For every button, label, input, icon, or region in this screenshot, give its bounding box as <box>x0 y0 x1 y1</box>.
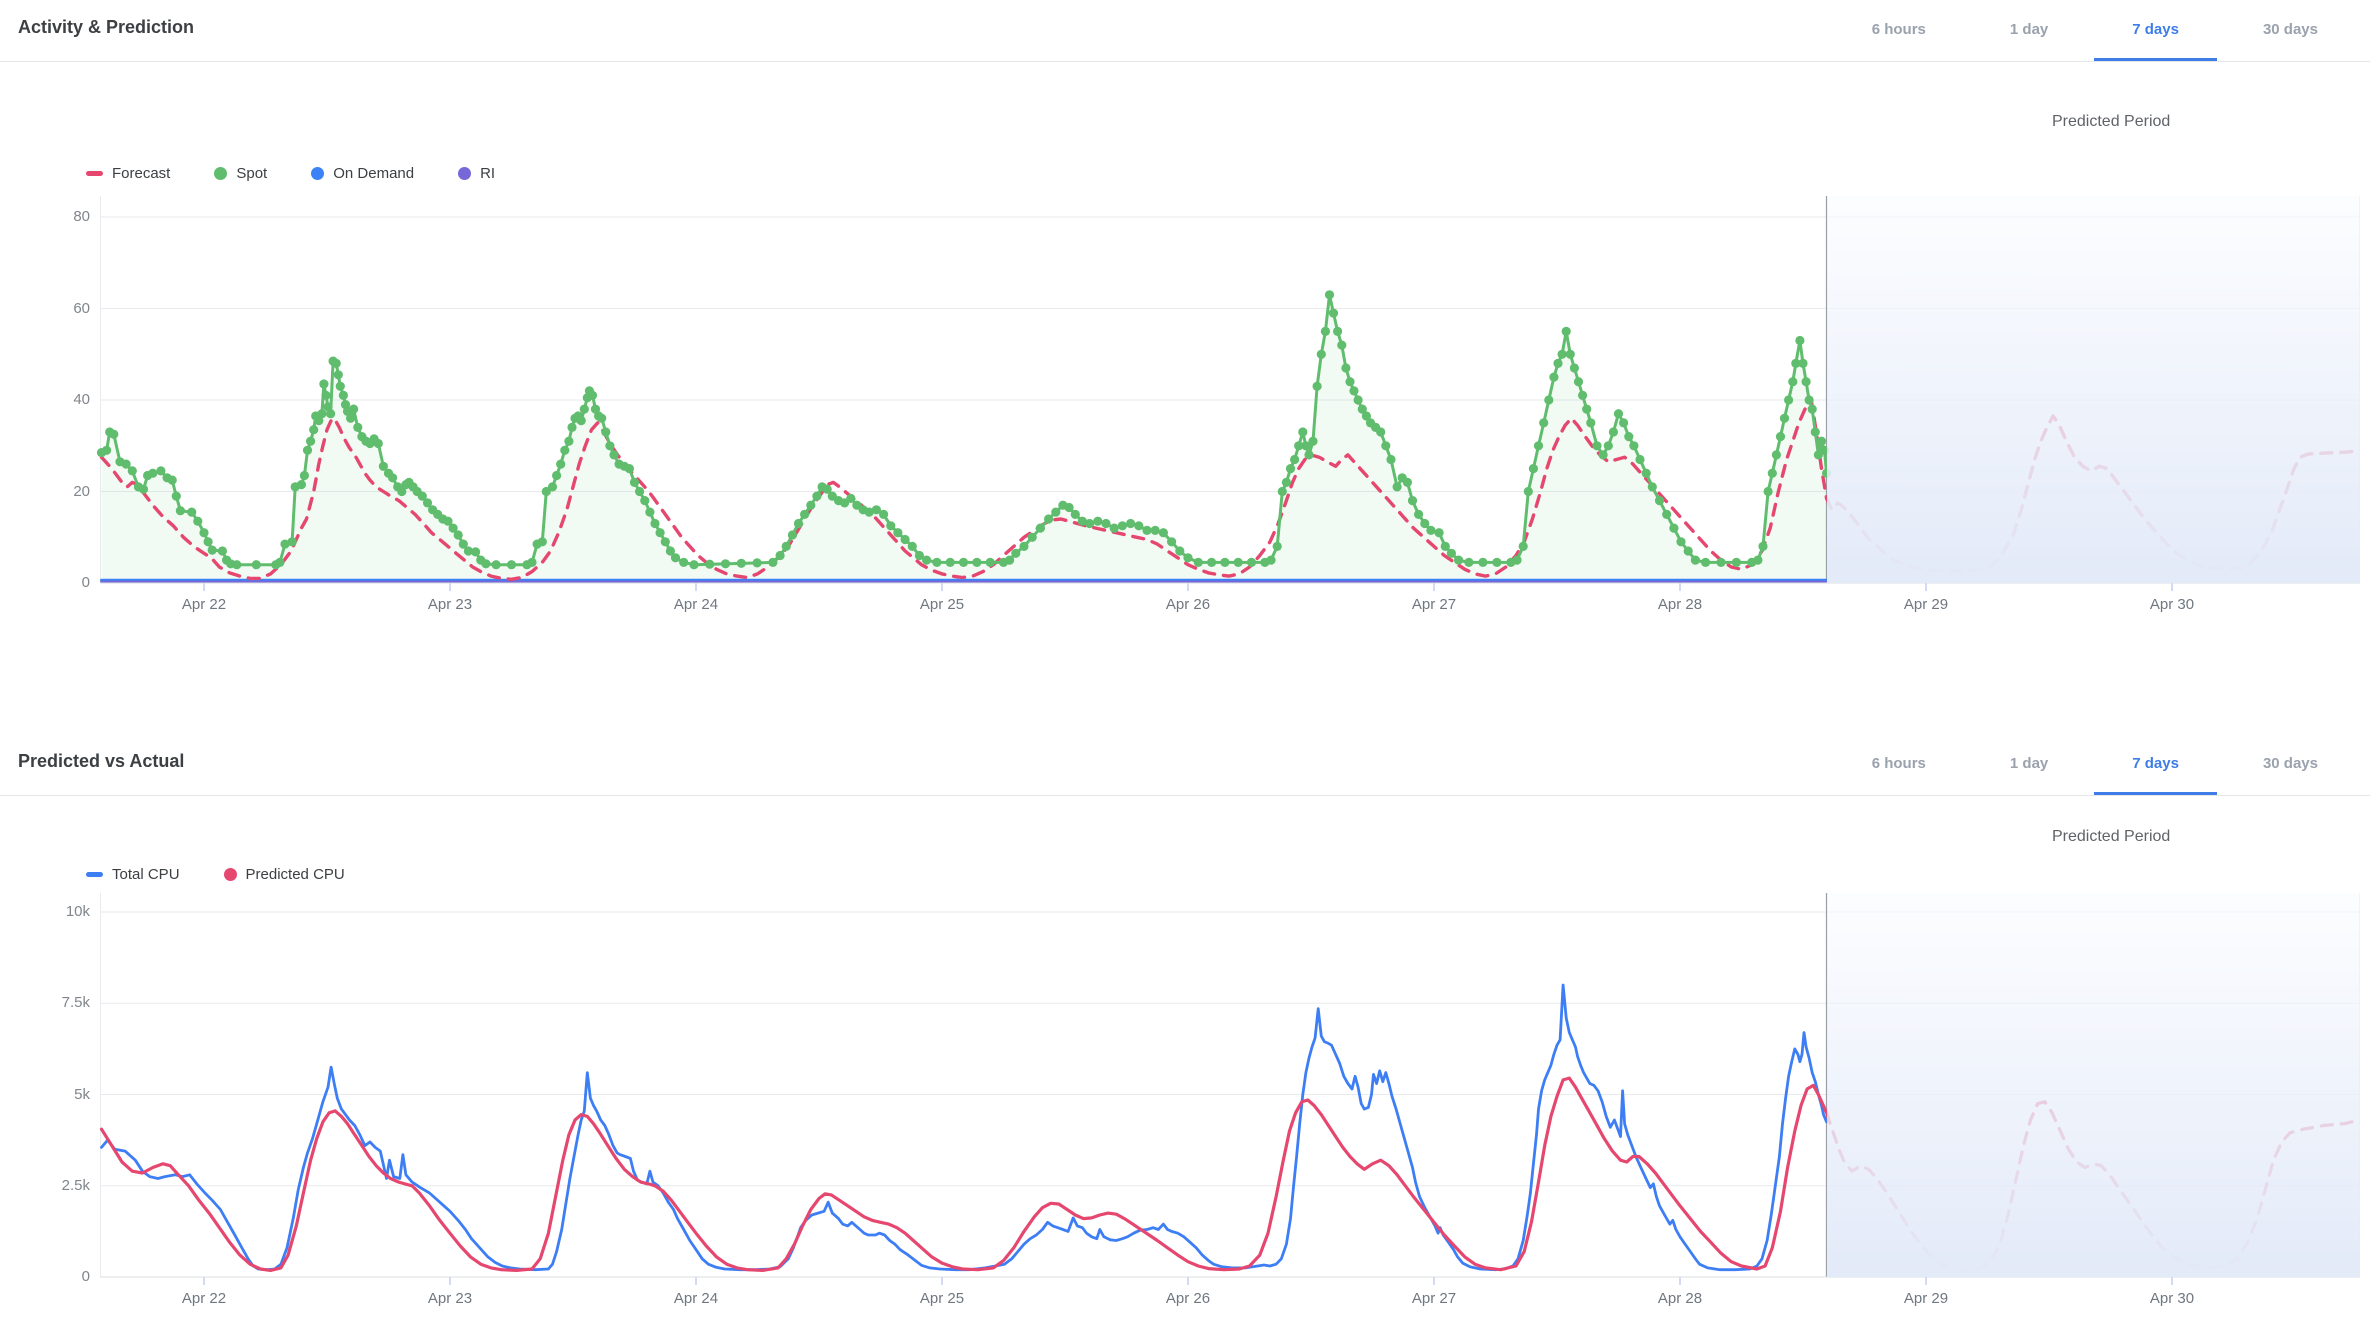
legend-item-total-cpu[interactable]: Total CPU <box>86 866 180 883</box>
tab-6-hours[interactable]: 6 hours <box>1871 20 1926 38</box>
legend-label: On Demand <box>333 165 415 182</box>
legend-label: Total CPU <box>112 866 180 883</box>
predicted-period-region <box>1826 893 2360 1277</box>
y-axis-label: 80 <box>73 208 90 225</box>
tab-30-days[interactable]: 30 days <box>2262 20 2318 38</box>
x-axis-label: Apr 29 <box>1903 1290 1949 1307</box>
tab-1-day[interactable]: 1 day <box>2009 754 2049 772</box>
x-axis-label: Apr 23 <box>427 596 473 613</box>
legend-label: Predicted CPU <box>245 866 345 883</box>
tab-6-hours[interactable]: 6 hours <box>1871 754 1926 772</box>
tab-30-days[interactable]: 30 days <box>2262 754 2318 772</box>
x-axis-label: Apr 25 <box>919 596 965 613</box>
x-axis-label: Apr 24 <box>673 1290 719 1307</box>
x-axis-label: Apr 27 <box>1411 1290 1457 1307</box>
activity-range-tabs: 6 hours 1 day 7 days 30 days <box>1834 0 2356 61</box>
y-axis-label: 20 <box>73 482 90 500</box>
dot-swatch-icon <box>223 868 237 881</box>
dot-swatch-icon <box>458 167 472 180</box>
y-axis-label: 60 <box>73 299 90 317</box>
x-axis-label: Apr 26 <box>1165 596 1211 613</box>
legend-label: Spot <box>236 165 268 182</box>
predicted-cpu-series-line <box>99 1076 1829 1273</box>
predicted-period-region <box>1826 196 2360 583</box>
pva-legend: Total CPU Predicted CPU <box>86 866 389 883</box>
activity-title: Activity & Prediction <box>18 17 195 37</box>
y-axis-label: 5k <box>74 1085 90 1103</box>
activity-predicted-period-label: Predicted Period <box>2052 113 2171 130</box>
legend-item-forecast[interactable]: Forecast <box>86 165 170 182</box>
forecast-series-line <box>99 398 1829 581</box>
legend-item-spot[interactable]: Spot <box>214 165 267 182</box>
pva-predicted-period-label: Predicted Period <box>2052 828 2171 845</box>
spot-series-line <box>100 293 1829 567</box>
tab-7-days[interactable]: 7 days <box>2094 0 2217 61</box>
pva-range-tabs: 6 hours 1 day 7 days 30 days <box>1834 734 2356 795</box>
x-axis-label: Apr 27 <box>1411 596 1457 613</box>
spot-series-markers <box>96 290 1832 570</box>
y-axis-label: 7.5k <box>61 994 90 1012</box>
x-axis-label: Apr 24 <box>673 596 719 613</box>
legend-item-predicted-cpu[interactable]: Predicted CPU <box>223 866 345 883</box>
x-axis-label: Apr 25 <box>919 1290 965 1307</box>
dot-swatch-icon <box>214 167 228 180</box>
x-axis-label: Apr 29 <box>1903 596 1949 613</box>
legend-item-ri[interactable]: RI <box>458 165 495 182</box>
x-axis-label: Apr 30 <box>2149 1290 2195 1307</box>
dash-swatch-icon <box>86 872 103 877</box>
x-axis-label: Apr 22 <box>181 1290 227 1307</box>
x-axis-label: Apr 30 <box>2149 596 2195 613</box>
activity-legend: Forecast Spot On Demand RI <box>86 165 539 182</box>
legend-label: RI <box>480 165 496 182</box>
pva-header: Predicted vs Actual 6 hours 1 day 7 days 30… <box>0 734 2370 796</box>
activity-header: Activity & Prediction 6 hours 1 day 7 days… <box>0 0 2370 62</box>
tab-7-days[interactable]: 7 days <box>2094 734 2217 795</box>
y-axis-label: 0 <box>81 1268 90 1285</box>
dash-swatch-icon <box>86 171 103 176</box>
y-axis-label: 10k <box>65 903 90 920</box>
pva-title: Predicted vs Actual <box>18 751 185 771</box>
total-cpu-series-line <box>100 983 1828 1272</box>
x-axis-label: Apr 22 <box>181 596 227 613</box>
dot-swatch-icon <box>311 167 325 180</box>
legend-label: Forecast <box>112 165 171 182</box>
y-axis-label: 2.5k <box>61 1176 90 1194</box>
spot-area-fill <box>101 294 1827 583</box>
legend-item-on-demand[interactable]: On Demand <box>311 165 414 182</box>
x-axis-label: Apr 26 <box>1165 1290 1211 1307</box>
tab-1-day[interactable]: 1 day <box>2009 20 2049 38</box>
x-axis-label: Apr 28 <box>1657 1290 1703 1307</box>
x-axis-label: Apr 28 <box>1657 596 1703 613</box>
x-axis-label: Apr 23 <box>427 1290 473 1307</box>
y-axis-label: 40 <box>73 391 90 408</box>
y-axis-label: 0 <box>81 574 90 591</box>
